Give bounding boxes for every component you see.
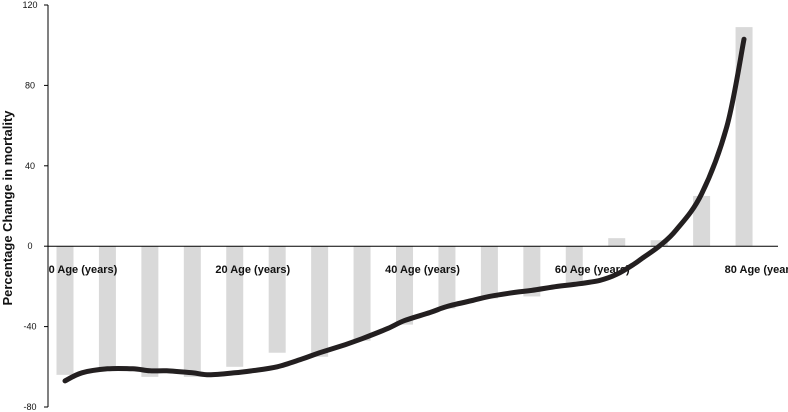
bar [98, 246, 116, 371]
bar [226, 246, 244, 367]
bar [565, 246, 583, 285]
x-tick-label: 60 Age (years) [555, 264, 630, 276]
y-axis-label: Percentage Change in mortality [0, 110, 15, 306]
bar [56, 246, 74, 375]
bar [268, 246, 286, 353]
x-tick-label: 20 Age (years) [215, 264, 290, 276]
x-tick-label: 0 Age (years) [49, 264, 118, 276]
y-tick-label: 0 [27, 241, 32, 251]
bar [438, 246, 456, 309]
bar [183, 246, 201, 377]
y-tick-label: -80 [23, 402, 36, 412]
bar [608, 238, 626, 247]
y-axis-ticks: -80 -40 0 40 80 120 [22, 0, 48, 412]
x-tick-label: 80 Age (years) [725, 264, 788, 276]
bar [693, 195, 711, 247]
bar [311, 246, 329, 357]
bar-series [56, 27, 753, 377]
bar [735, 27, 753, 247]
bar [480, 246, 498, 299]
x-tick-label: 40 Age (years) [385, 264, 460, 276]
bar [523, 246, 541, 297]
mortality-curve [62, 36, 747, 384]
y-tick-label: 40 [25, 161, 35, 171]
y-tick-label: -40 [23, 322, 36, 332]
bar [353, 246, 371, 341]
y-tick-label: 80 [25, 80, 35, 90]
bar [141, 246, 159, 377]
y-tick-label: 120 [22, 0, 37, 10]
x-axis-ticks: 0 Age (years) 20 Age (years) 40 Age (years… [49, 264, 788, 276]
bar [396, 246, 414, 325]
